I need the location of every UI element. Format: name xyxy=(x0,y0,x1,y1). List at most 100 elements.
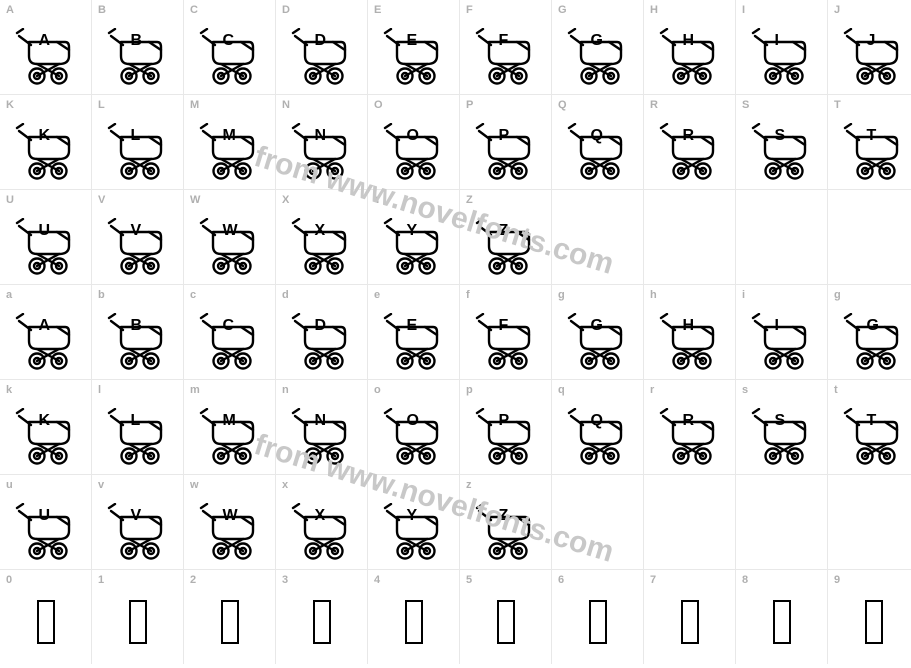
charmap-cell[interactable]: M M xyxy=(184,95,275,189)
glyph-letter: K xyxy=(39,127,50,145)
charmap-cell[interactable] xyxy=(644,475,735,569)
charmap-cell[interactable]: v V xyxy=(92,475,183,569)
charmap-cell[interactable] xyxy=(552,190,643,284)
charmap-cell[interactable]: A A xyxy=(0,0,91,94)
charmap-cell[interactable]: E E xyxy=(368,0,459,94)
charmap-cell[interactable]: b B xyxy=(92,285,183,379)
charmap-cell[interactable]: 5 xyxy=(460,570,551,664)
charmap-cell[interactable]: W W xyxy=(184,190,275,284)
charmap-cell[interactable]: 0 xyxy=(0,570,91,664)
charmap-cell[interactable]: w W xyxy=(184,475,275,569)
charmap-cell[interactable]: l L xyxy=(92,380,183,474)
glyph-letter: P xyxy=(499,412,509,430)
cell-label: l xyxy=(98,384,101,396)
charmap-cell[interactable]: 8 xyxy=(736,570,827,664)
stroller-glyph: R xyxy=(659,408,721,466)
charmap-cell[interactable]: F F xyxy=(460,0,551,94)
charmap-cell[interactable]: B B xyxy=(92,0,183,94)
charmap-cell[interactable] xyxy=(736,190,827,284)
charmap-cell[interactable]: G G xyxy=(552,0,643,94)
charmap-cell[interactable]: C C xyxy=(184,0,275,94)
charmap-cell[interactable]: J J xyxy=(828,0,911,94)
charmap-cell[interactable]: R R xyxy=(644,95,735,189)
charmap-cell[interactable]: 6 xyxy=(552,570,643,664)
charmap-cell[interactable]: y Y xyxy=(368,475,459,569)
charmap-cell[interactable]: t T xyxy=(828,380,911,474)
charmap-cell[interactable]: u U xyxy=(0,475,91,569)
charmap-cell[interactable]: P P xyxy=(460,95,551,189)
charmap-cell[interactable]: p P xyxy=(460,380,551,474)
charmap-cell[interactable] xyxy=(552,475,643,569)
charmap-cell[interactable]: k K xyxy=(0,380,91,474)
charmap-cell[interactable]: r R xyxy=(644,380,735,474)
charmap-cell[interactable] xyxy=(828,475,911,569)
charmap-cell[interactable] xyxy=(644,190,735,284)
charmap-cell[interactable]: q Q xyxy=(552,380,643,474)
charmap-cell[interactable]: H H xyxy=(644,0,735,94)
charmap-cell[interactable]: Q Q xyxy=(552,95,643,189)
stroller-glyph: B xyxy=(107,313,169,371)
stroller-glyph: R xyxy=(659,123,721,181)
charmap-cell[interactable]: 1 xyxy=(92,570,183,664)
stroller-glyph: E xyxy=(383,28,445,86)
stroller-glyph: N xyxy=(291,408,353,466)
charmap-cell[interactable]: Z Z xyxy=(460,190,551,284)
charmap-cell[interactable] xyxy=(828,190,911,284)
glyph-letter: R xyxy=(683,127,694,145)
cell-label: b xyxy=(98,289,105,301)
charmap-cell[interactable]: z Z xyxy=(460,475,551,569)
charmap-cell[interactable]: m M xyxy=(184,380,275,474)
charmap-cell[interactable]: g G xyxy=(552,285,643,379)
charmap-cell[interactable]: V V xyxy=(92,190,183,284)
charmap-cell[interactable]: o O xyxy=(368,380,459,474)
cell-label: g xyxy=(834,289,841,301)
charmap-cell[interactable]: L L xyxy=(92,95,183,189)
stroller-glyph: X xyxy=(291,218,353,276)
charmap-cell[interactable]: N N xyxy=(276,95,367,189)
stroller-glyph: L xyxy=(107,408,169,466)
charmap-cell[interactable]: i I xyxy=(736,285,827,379)
charmap-cell[interactable] xyxy=(736,475,827,569)
charmap-cell[interactable]: O O xyxy=(368,95,459,189)
cell-label: 2 xyxy=(190,574,196,586)
charmap-cell[interactable]: X X xyxy=(276,190,367,284)
missing-glyph-box xyxy=(405,600,423,644)
charmap-cell[interactable]: K K xyxy=(0,95,91,189)
charmap-cell[interactable]: x X xyxy=(276,475,367,569)
cell-label: H xyxy=(650,4,658,16)
cell-label: M xyxy=(190,99,199,111)
cell-label: Q xyxy=(558,99,567,111)
cell-label: K xyxy=(6,99,14,111)
charmap-cell[interactable]: Y Y xyxy=(368,190,459,284)
charmap-cell[interactable]: c C xyxy=(184,285,275,379)
charmap-cell[interactable]: d D xyxy=(276,285,367,379)
cell-label: A xyxy=(6,4,14,16)
stroller-glyph: O xyxy=(383,408,445,466)
charmap-cell[interactable]: T T xyxy=(828,95,911,189)
glyph-letter: D xyxy=(315,32,326,50)
cell-label: n xyxy=(282,384,289,396)
glyph-letter: B xyxy=(131,32,142,50)
charmap-cell[interactable]: D D xyxy=(276,0,367,94)
cell-label: 4 xyxy=(374,574,380,586)
glyph-letter: Z xyxy=(499,222,508,240)
charmap-cell[interactable]: g G xyxy=(828,285,911,379)
charmap-cell[interactable]: a A xyxy=(0,285,91,379)
charmap-cell[interactable]: 3 xyxy=(276,570,367,664)
charmap-cell[interactable]: I I xyxy=(736,0,827,94)
charmap-cell[interactable]: 7 xyxy=(644,570,735,664)
stroller-glyph: G xyxy=(843,313,905,371)
charmap-cell[interactable]: e E xyxy=(368,285,459,379)
charmap-cell[interactable]: f F xyxy=(460,285,551,379)
charmap-cell[interactable]: s S xyxy=(736,380,827,474)
charmap-cell[interactable]: 9 xyxy=(828,570,911,664)
cell-label: O xyxy=(374,99,383,111)
charmap-cell[interactable]: 4 xyxy=(368,570,459,664)
charmap-cell[interactable]: n N xyxy=(276,380,367,474)
charmap-cell[interactable]: 2 xyxy=(184,570,275,664)
stroller-glyph: G xyxy=(567,313,629,371)
charmap-cell[interactable]: S S xyxy=(736,95,827,189)
cell-label: m xyxy=(190,384,200,396)
charmap-cell[interactable]: U U xyxy=(0,190,91,284)
charmap-cell[interactable]: h H xyxy=(644,285,735,379)
